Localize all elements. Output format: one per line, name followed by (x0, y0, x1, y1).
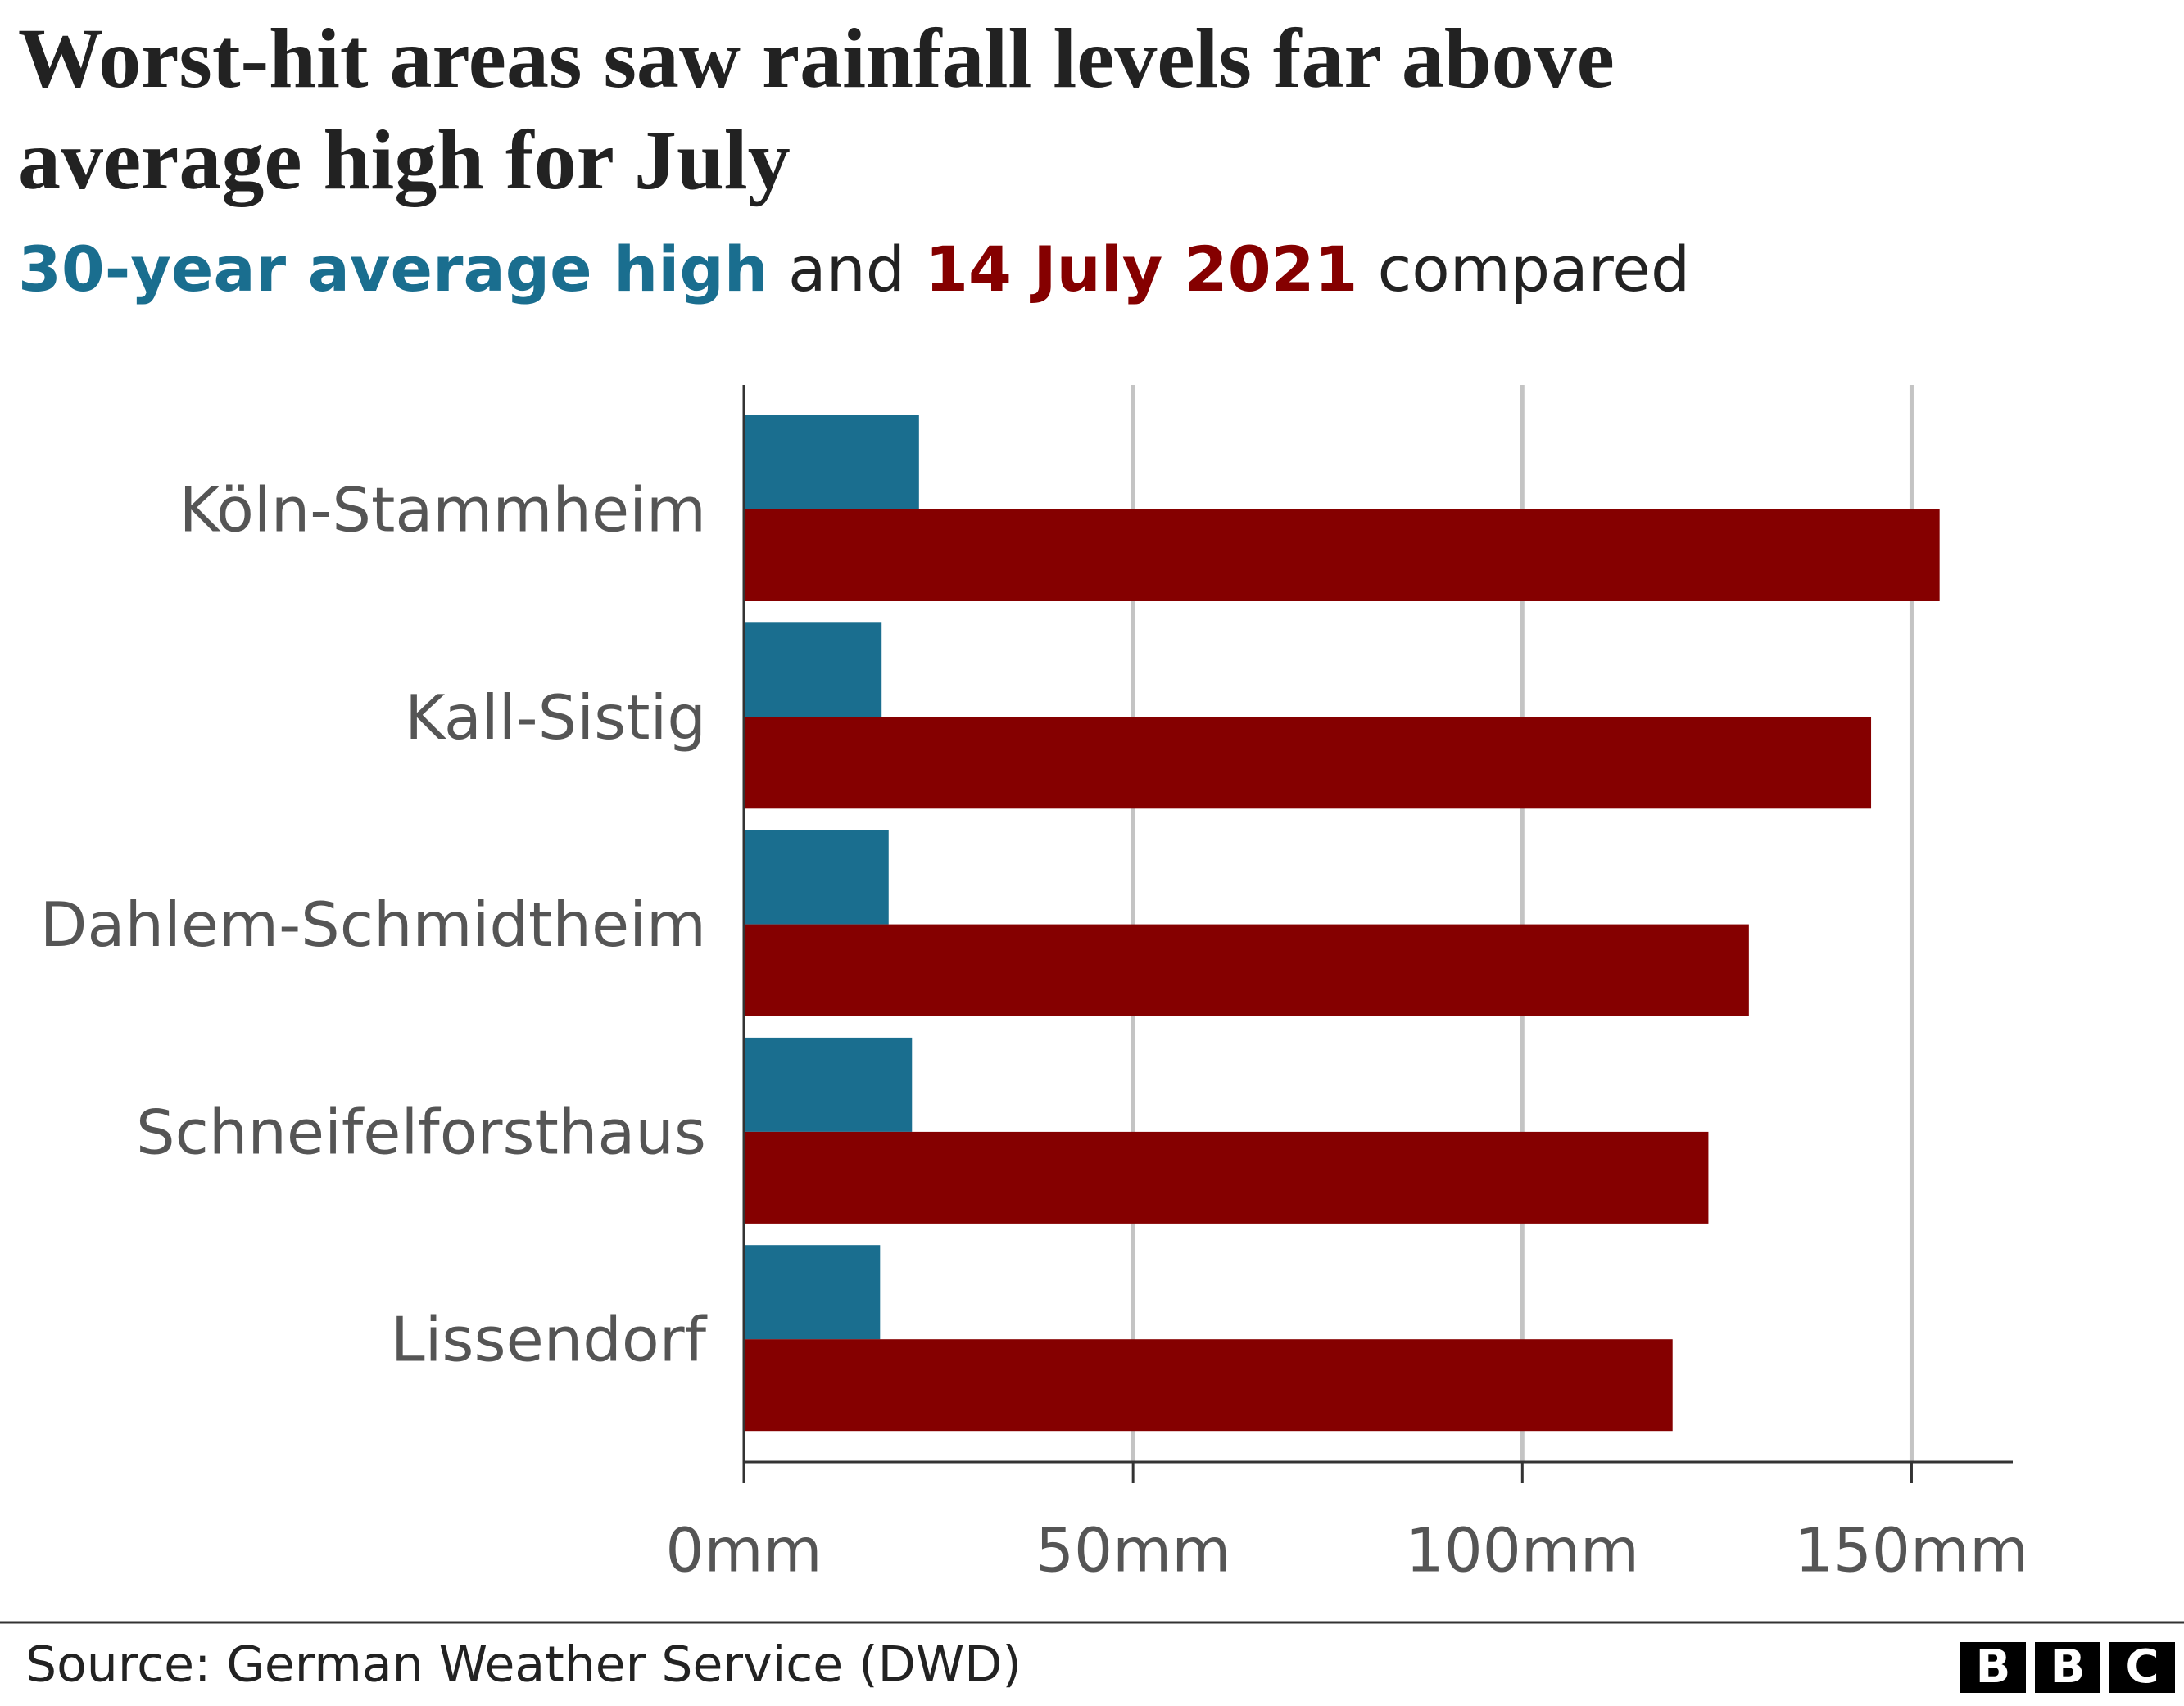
y-tick-label: Schneifelforsthaus (136, 1096, 706, 1168)
x-tick-label: 100mm (1406, 1516, 1639, 1586)
bar (744, 1339, 1673, 1432)
x-tick-label: 150mm (1795, 1516, 2028, 1586)
y-tick-label: Köln-Stammheim (179, 474, 706, 546)
x-tick-label: 50mm (1035, 1516, 1230, 1586)
source: Source: German Weather Service (DWD) (25, 1636, 1022, 1694)
bar (744, 1037, 913, 1132)
bar (744, 622, 882, 717)
subtitle-text: and (788, 233, 905, 305)
y-tick-label: Dahlem-Schmidtheim (40, 889, 706, 961)
logo-box (1960, 1642, 2026, 1693)
bar (744, 717, 1872, 809)
logo-box (2109, 1642, 2175, 1693)
bar (744, 924, 1749, 1016)
subtitle-text: compared (1378, 233, 1691, 305)
y-tick-label: Kall-Sistig (405, 681, 706, 753)
y-tick-label: Lissendorf (391, 1304, 708, 1376)
chart-title: average high for July (18, 113, 791, 207)
chart-title: Worst-hit areas saw rainfall levels far … (18, 11, 1615, 106)
bar (744, 509, 1940, 601)
legend-entry: 30-year average high (18, 233, 768, 305)
bar (744, 1131, 1709, 1224)
legend-entry: 14 July 2021 (925, 233, 1357, 305)
chart-subtitle: 30-year average high and 14 July 2021 co… (18, 233, 1690, 305)
bar (744, 415, 919, 509)
logo-letter: B (2050, 1640, 2086, 1694)
logo-letter: C (2125, 1640, 2159, 1694)
logo-letter: B (1976, 1640, 2011, 1694)
bar (744, 830, 889, 925)
logo-box (2035, 1642, 2100, 1693)
bar (744, 1245, 881, 1340)
x-tick-label: 0mm (665, 1516, 822, 1586)
